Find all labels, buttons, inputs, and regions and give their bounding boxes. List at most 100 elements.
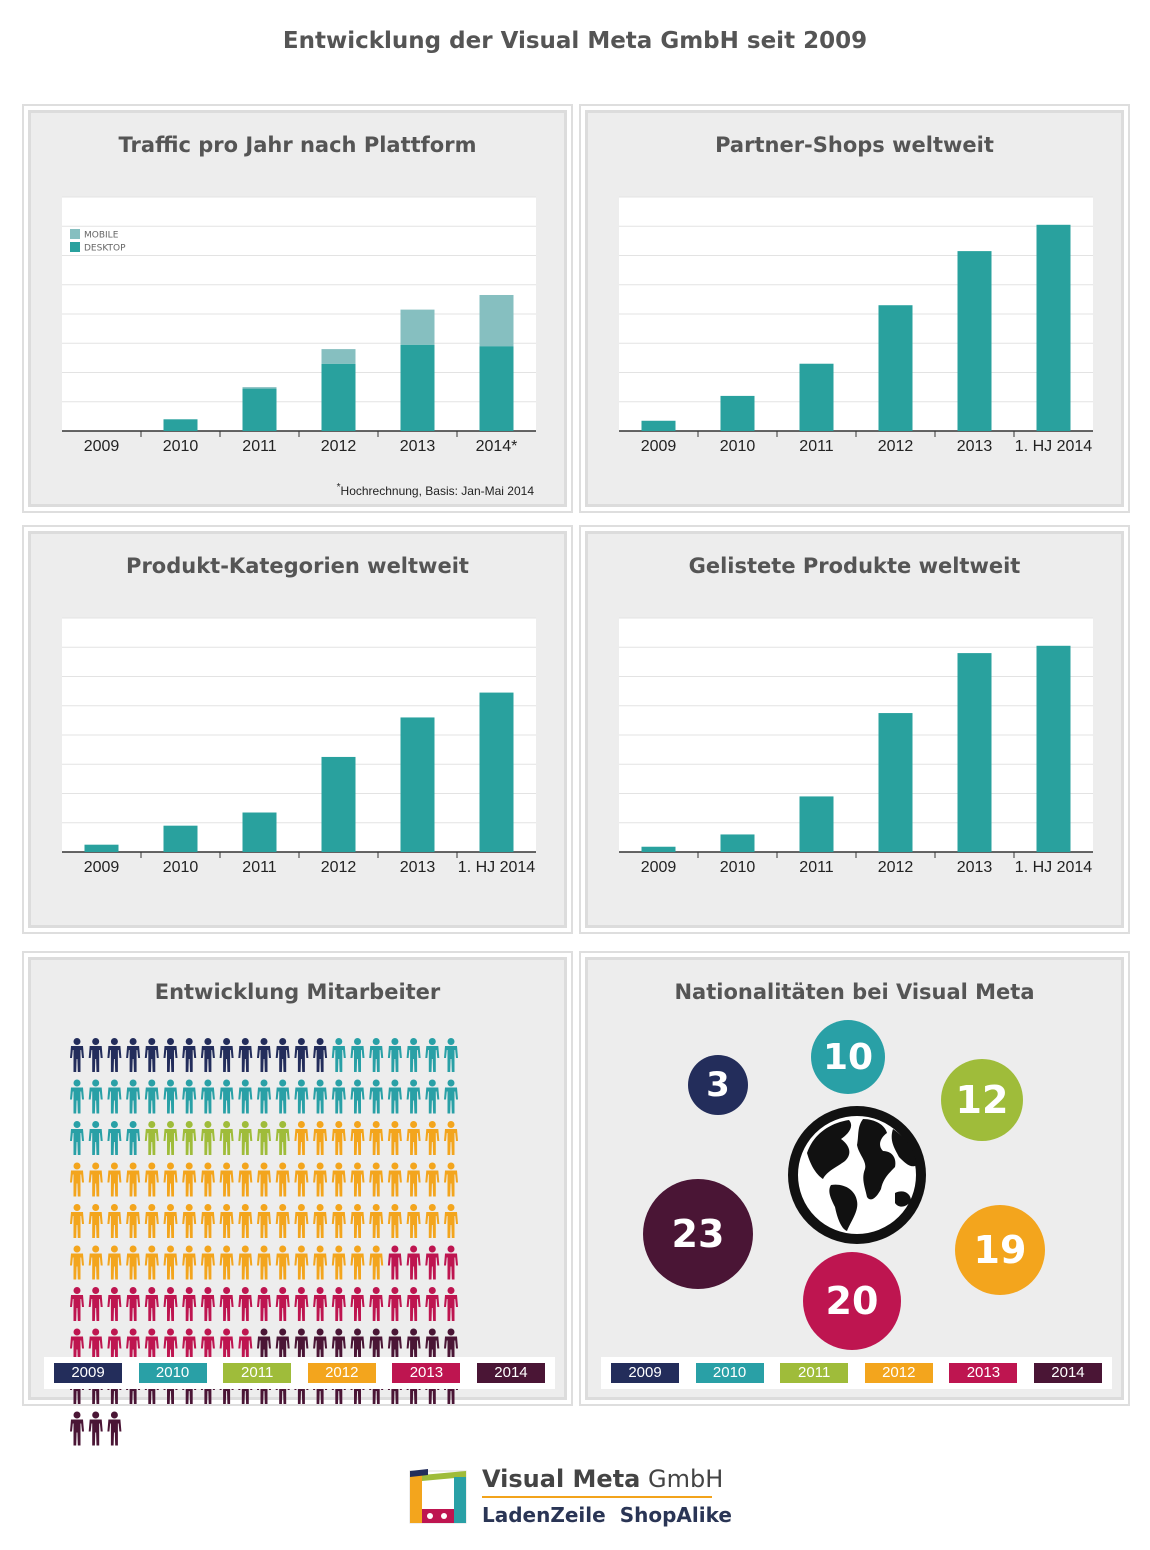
year-chip-2012: 2012 [307, 1363, 376, 1383]
person-icon [294, 1121, 309, 1155]
bar [957, 251, 992, 431]
brand-names: LadenZeile ShopAlike [482, 1503, 746, 1527]
person-icon [163, 1038, 178, 1072]
legend-label: DESKTOP [84, 244, 126, 254]
person-icon [294, 1245, 309, 1280]
person-icon [406, 1079, 421, 1114]
nationality-circle-2010: 10 [811, 1020, 885, 1094]
person-icon [387, 1328, 402, 1363]
person-icon [144, 1328, 159, 1363]
legend-label: MOBILE [84, 231, 119, 241]
person-icon [425, 1204, 440, 1238]
x-tick-label: 2012 [878, 859, 914, 876]
year-chip-2013: 2013 [949, 1363, 1018, 1383]
person-icon [369, 1204, 384, 1238]
person-icon [70, 1245, 84, 1280]
person-icon [369, 1038, 384, 1072]
x-tick-label: 2014* [476, 438, 518, 455]
person-icon [163, 1121, 178, 1155]
person-icon [144, 1079, 159, 1114]
bar [1036, 224, 1071, 431]
person-icon [107, 1287, 122, 1321]
employees-year-legend: 2009 2010 2011 2012 2013 2014 [44, 1357, 555, 1389]
employees-title: Entwicklung Mitarbeiter [154, 980, 441, 1004]
person-icon [257, 1162, 271, 1197]
x-tick-label: 2013 [957, 438, 993, 455]
product-categories-chart: 2009 2010 2011 2012 2013 1. HJ 2014 [62, 617, 536, 876]
person-icon [126, 1245, 141, 1280]
person-icon [313, 1038, 328, 1072]
logo-divider [482, 1496, 712, 1498]
person-icon [182, 1328, 197, 1363]
person-icon [107, 1204, 122, 1238]
person-icon [219, 1079, 234, 1114]
person-icon [313, 1245, 328, 1280]
person-icon [238, 1204, 253, 1238]
person-icon [200, 1287, 215, 1321]
x-tick-label: 2011 [799, 438, 834, 455]
person-icon [425, 1245, 440, 1280]
person-icon [331, 1287, 346, 1321]
legend-swatch [70, 242, 80, 252]
person-icon [107, 1121, 122, 1155]
person-icon [88, 1411, 103, 1446]
year-chip-2013: 2013 [392, 1363, 461, 1383]
person-icon [257, 1038, 271, 1072]
person-icon [387, 1162, 402, 1197]
person-icon [144, 1204, 159, 1238]
person-icon [275, 1079, 290, 1114]
person-icon [406, 1038, 421, 1072]
x-tick-label: 2010 [720, 859, 756, 876]
person-icon [88, 1287, 103, 1321]
panel-product-categories: Produkt-Kategorien weltweit 2009 2010 2011… [28, 531, 567, 928]
person-icon [144, 1121, 159, 1155]
panel-employees: Entwicklung Mitarbeiter 2009 2010 2011 2012… [28, 957, 567, 1446]
person-icon [331, 1121, 346, 1155]
person-icon [350, 1162, 365, 1197]
x-tick-label: 1. HJ 2014 [1015, 859, 1092, 876]
bar-mobile [479, 294, 514, 347]
bar [641, 846, 676, 852]
person-icon [70, 1079, 84, 1114]
person-icon [444, 1121, 458, 1155]
panel-listed-products: Gelistete Produkte weltweit 2009 2010 2011… [585, 531, 1124, 928]
bar [1036, 645, 1071, 852]
person-icon [257, 1121, 271, 1155]
bar [641, 420, 676, 431]
globe-icon [788, 1106, 926, 1244]
person-icon [313, 1204, 328, 1238]
person-icon [369, 1245, 384, 1280]
nationalities-year-legend: 2009 2010 2011 2012 2013 2014 [601, 1357, 1112, 1389]
panel-nationalities: Nationalitäten bei Visual Meta 3 10 12 19 20… [585, 957, 1124, 1400]
person-icon [200, 1038, 215, 1072]
person-icon [88, 1328, 103, 1363]
person-icon [369, 1287, 384, 1321]
person-icon [444, 1162, 458, 1197]
page-title: Entwicklung der Visual Meta GmbH seit 20… [282, 28, 868, 54]
person-icon [219, 1245, 234, 1280]
person-icon [126, 1038, 141, 1072]
person-icon [369, 1162, 384, 1197]
bar [720, 834, 755, 852]
person-icon [126, 1204, 141, 1238]
person-icon [350, 1038, 365, 1072]
bar [479, 692, 514, 852]
person-icon [369, 1079, 384, 1114]
person-icon [387, 1079, 402, 1114]
x-tick-label: 2010 [720, 438, 756, 455]
bar [799, 363, 834, 431]
nationality-circle-2013: 20 [803, 1252, 901, 1350]
person-icon [182, 1245, 197, 1280]
person-icon [126, 1079, 141, 1114]
person-icon [331, 1204, 346, 1238]
person-icon [70, 1162, 84, 1197]
person-icon [182, 1079, 197, 1114]
person-icon [238, 1287, 253, 1321]
person-icon [126, 1162, 141, 1197]
x-tick-label: 2009 [641, 438, 677, 455]
person-icon [331, 1038, 346, 1072]
person-icon [219, 1038, 234, 1072]
person-icon [350, 1287, 365, 1321]
bar [242, 812, 277, 852]
person-icon [200, 1162, 215, 1197]
